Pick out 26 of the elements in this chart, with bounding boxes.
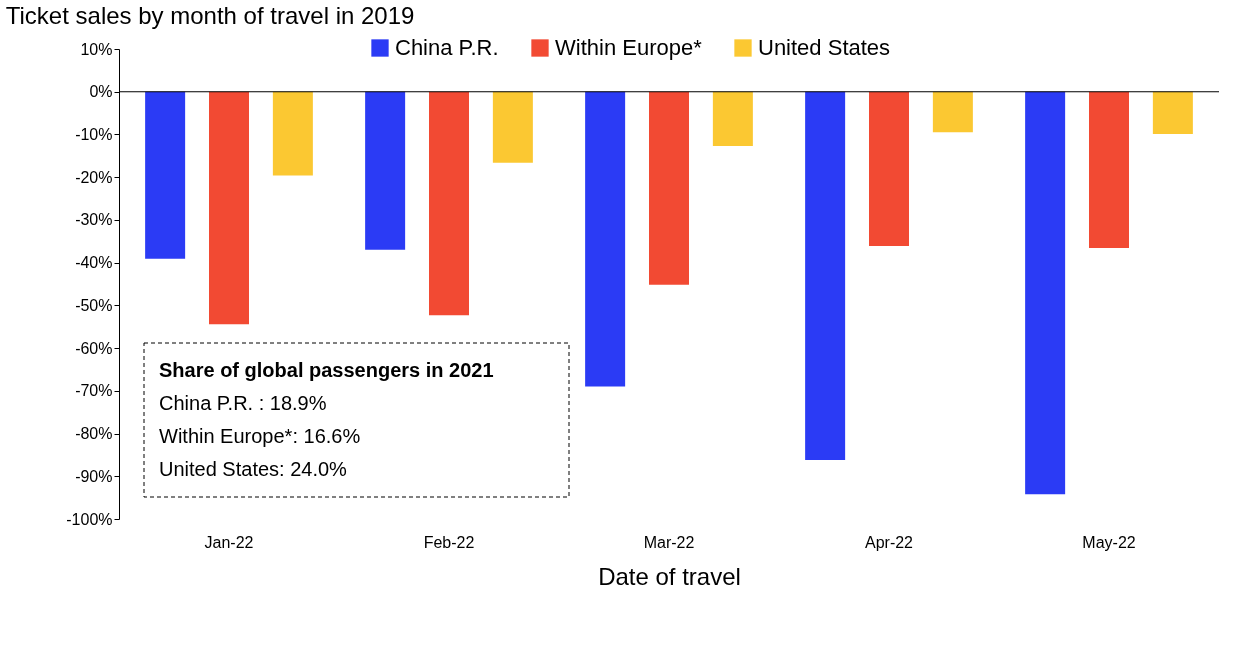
x-tick-label: Feb-22 [423, 533, 475, 551]
x-tick-label: Mar-22 [643, 533, 695, 551]
y-tick-label: -20% [75, 168, 113, 186]
y-tick-label: -80% [75, 425, 113, 443]
x-tick-label: May-22 [1082, 533, 1136, 551]
y-tick-label: -30% [75, 211, 113, 229]
annotation: Share of global passengers in 2021 [159, 359, 494, 381]
legend-label: Within Europe* [555, 35, 703, 60]
y-tick-label: 10% [80, 40, 113, 58]
y-tick-label: -70% [75, 382, 113, 400]
y-tick-label: -50% [75, 296, 113, 314]
y-tick-label: 0% [89, 83, 113, 101]
x-axis-title: Date of travel [598, 562, 741, 590]
annotation: United States: 24.0% [159, 458, 348, 480]
annotation: Within Europe*: 16.6% [159, 425, 361, 447]
legend-label: United States [758, 35, 891, 60]
y-tick-label: -90% [75, 467, 113, 485]
chart-title: Ticket sales by month of travel in 2019 [5, 2, 415, 29]
x-tick-label: Apr-22 [864, 533, 914, 551]
y-tick-label: -40% [75, 254, 113, 272]
legend-label: China P.R. [395, 35, 499, 60]
y-tick-label: -100% [66, 510, 113, 528]
annotation: China P.R. : 18.9% [159, 392, 327, 414]
x-tick-label: Jan-22 [204, 533, 254, 551]
y-tick-label: -10% [75, 125, 113, 143]
y-tick-label: -60% [75, 339, 113, 357]
